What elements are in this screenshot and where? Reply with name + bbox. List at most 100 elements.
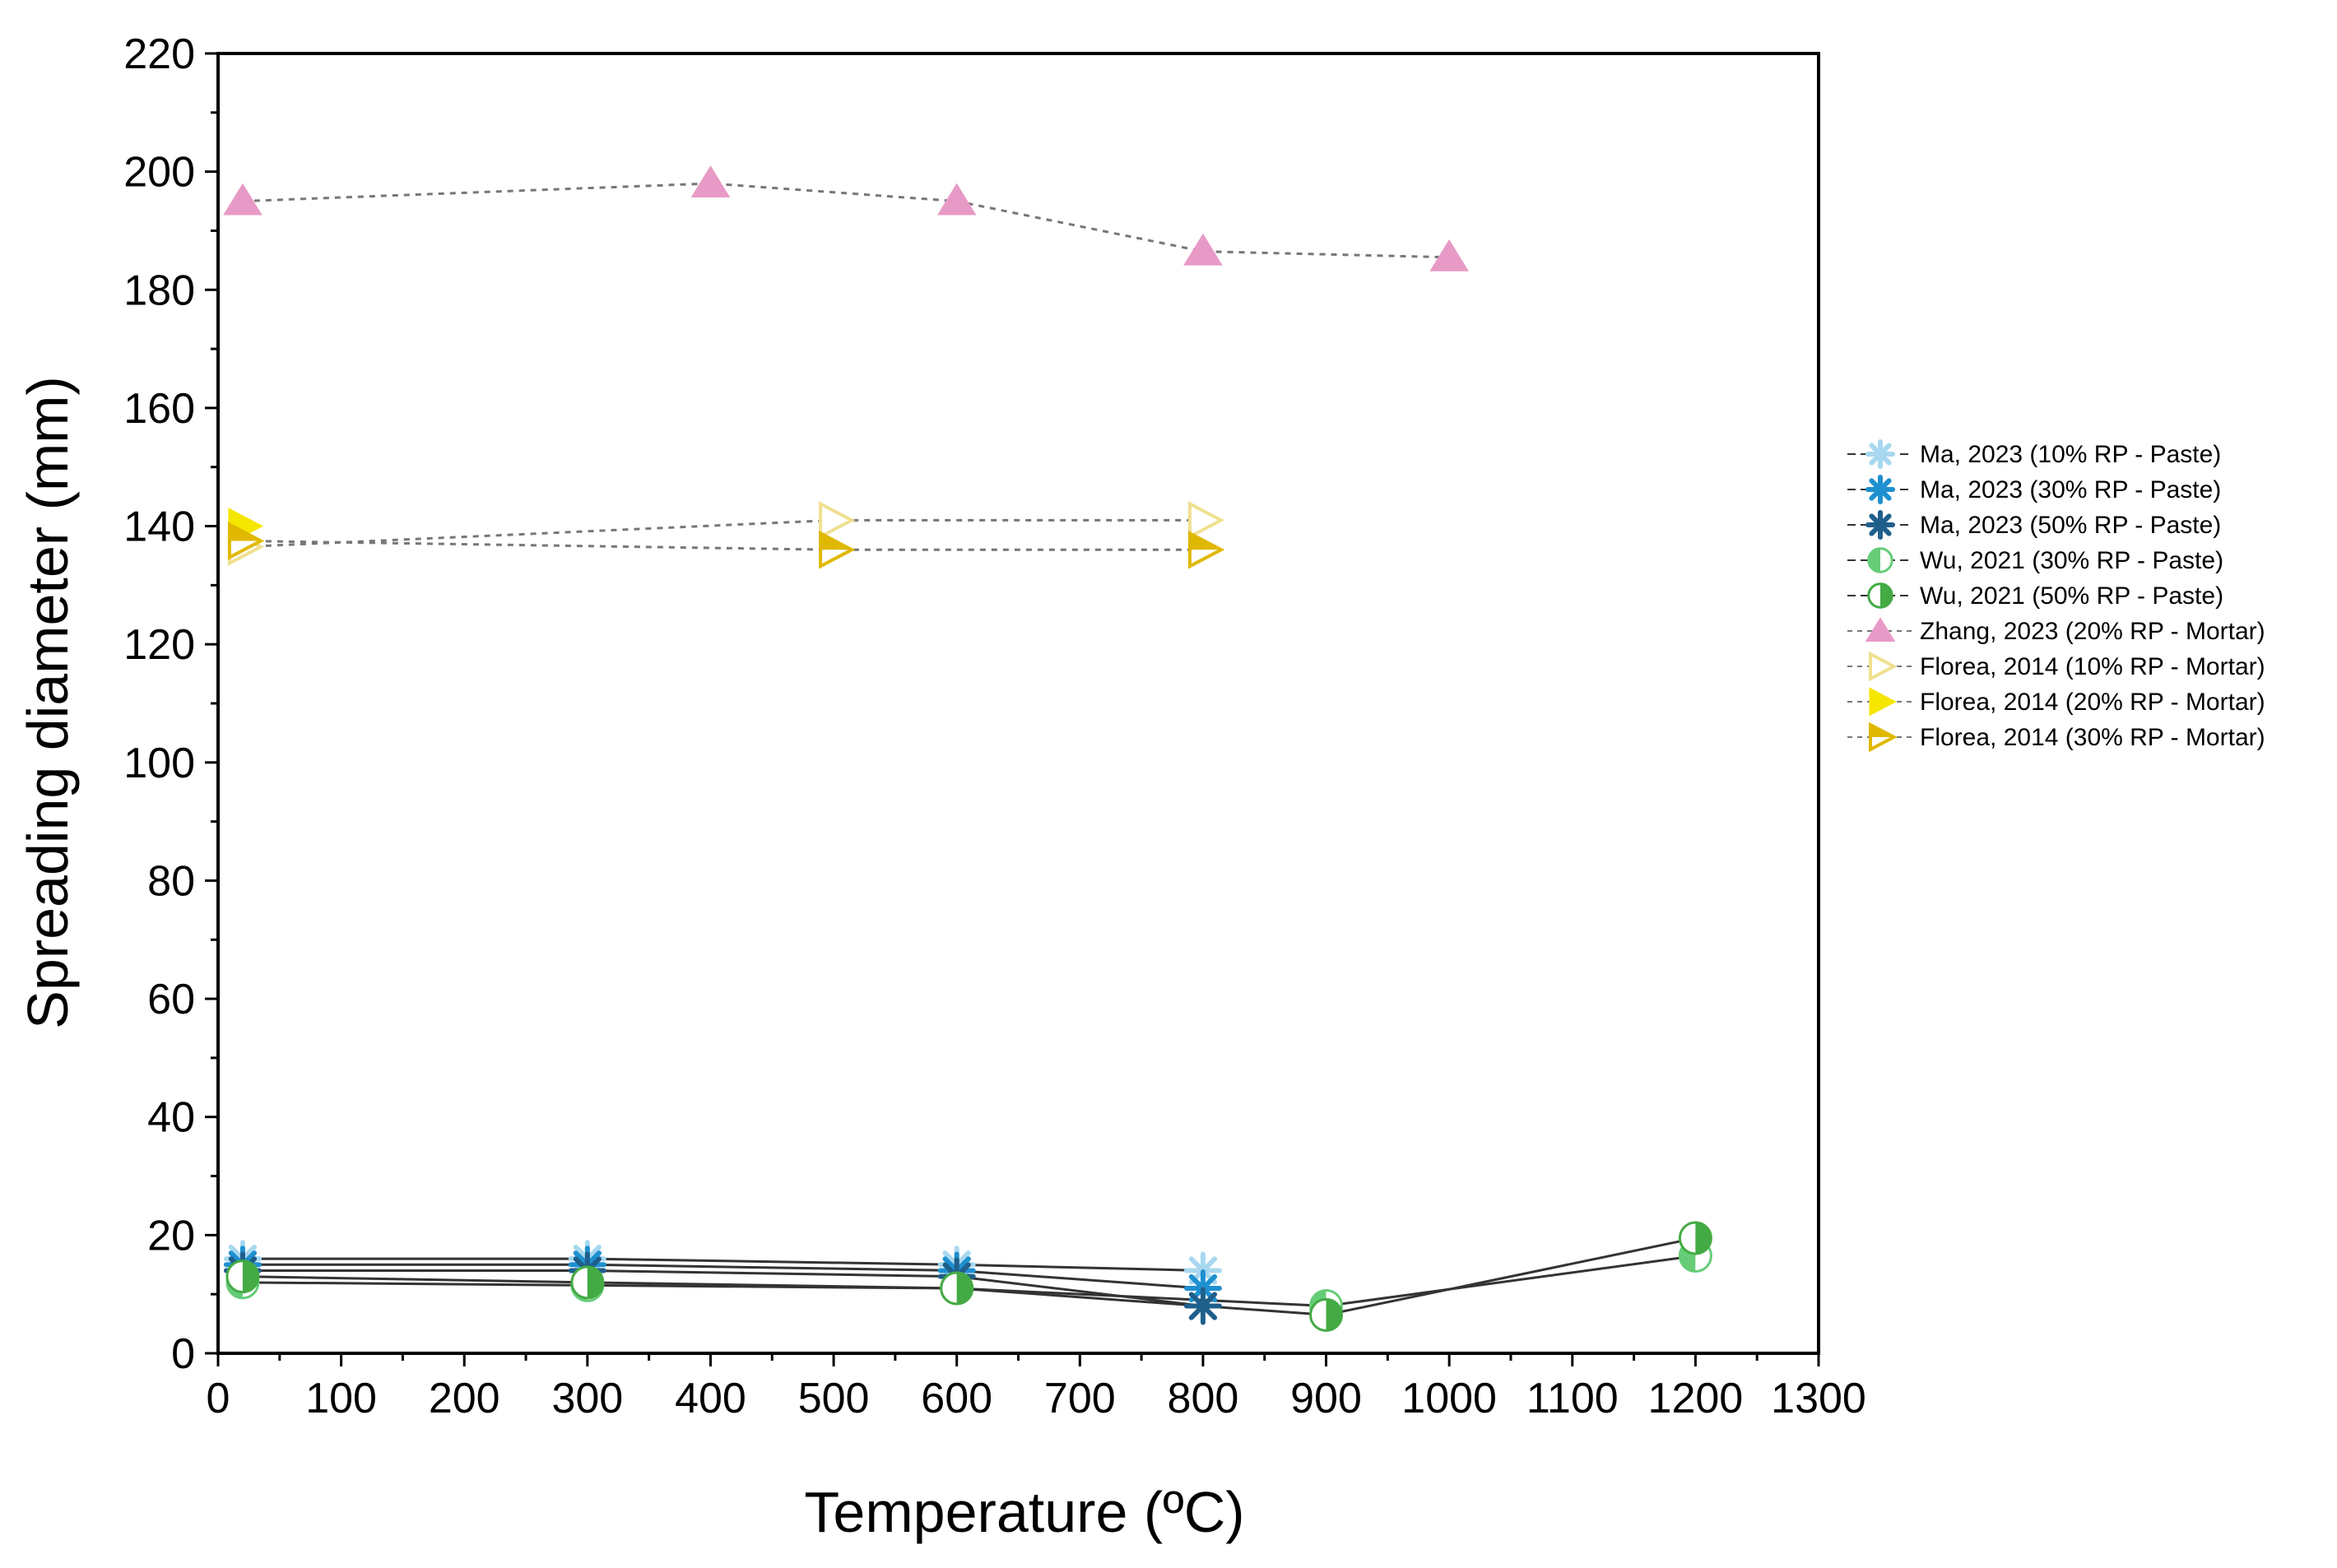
series-line <box>242 540 1203 551</box>
x-tick-label: 1200 <box>1648 1375 1744 1422</box>
data-point-ring <box>570 1265 605 1300</box>
y-tick-label: 60 <box>147 976 195 1023</box>
x-tick-label: 1300 <box>1771 1375 1866 1422</box>
y-tick-label: 140 <box>123 503 195 551</box>
data-point-outline <box>1187 530 1225 569</box>
y-tick-label: 180 <box>123 267 195 314</box>
x-tick-label: 500 <box>798 1375 870 1422</box>
data-point <box>1429 239 1469 271</box>
x-tick-label: 800 <box>1168 1375 1239 1422</box>
legend-marker <box>1865 510 1895 540</box>
legend-marker-ring <box>1867 547 1893 573</box>
y-tick-label: 120 <box>123 621 195 669</box>
series-line <box>242 1269 1204 1308</box>
data-point-right <box>956 1273 973 1304</box>
data-point <box>227 522 265 560</box>
data-point-left <box>941 1273 957 1304</box>
data-point <box>690 165 731 197</box>
data-point-left <box>1310 1299 1326 1331</box>
y-tick-label: 200 <box>123 149 195 197</box>
data-point <box>936 183 977 216</box>
legend-marker <box>1865 475 1895 504</box>
data-point <box>940 1271 974 1306</box>
y-tick-label: 20 <box>147 1212 195 1260</box>
data-point-left <box>1680 1222 1696 1254</box>
x-tick-label: 700 <box>1044 1375 1116 1422</box>
data-point-shape <box>819 501 856 540</box>
plot-frame <box>216 52 1820 1355</box>
legend-label: Wu, 2021 (30% RP - Paste) <box>1920 547 2223 574</box>
legend-item: Ma, 2023 (30% RP - Paste) <box>1847 475 2221 504</box>
data-point-ring <box>940 1271 974 1306</box>
x-tick-label: 0 <box>207 1375 230 1422</box>
legend-item: Wu, 2021 (30% RP - Paste) <box>1847 547 2223 574</box>
legend-marker <box>1867 547 1893 573</box>
legend-label: Ma, 2023 (10% RP - Paste) <box>1920 441 2221 468</box>
x-tick-label: 200 <box>429 1375 500 1422</box>
legend-marker <box>1867 582 1893 609</box>
data-point-shape <box>1183 233 1223 266</box>
series-line <box>242 1263 1204 1290</box>
y-tick-label: 80 <box>147 857 195 905</box>
legend-label: Ma, 2023 (50% RP - Paste) <box>1920 512 2221 539</box>
data-point-right <box>242 1260 258 1292</box>
data-point <box>225 1260 260 1294</box>
x-tick-label: 1000 <box>1401 1375 1497 1422</box>
y-tick-label: 40 <box>147 1094 195 1142</box>
legend-label: Florea, 2014 (30% RP - Mortar) <box>1920 724 2265 751</box>
legend-item: Florea, 2014 (10% RP - Mortar) <box>1847 651 2265 682</box>
plot-area: 0 100 200 300 400 500 600 700 800 900 1000 1100 1200… <box>123 30 1866 1422</box>
series-line <box>242 1257 1203 1272</box>
legend-marker-outline <box>1869 721 1898 753</box>
legend-marker-shape <box>1869 687 1897 717</box>
legend-item: Ma, 2023 (50% RP - Paste) <box>1847 510 2221 540</box>
data-point-left <box>226 1260 243 1292</box>
legend-marker <box>1869 687 1897 717</box>
legend-label: Wu, 2021 (50% RP - Paste) <box>1920 582 2223 610</box>
legend-label: Florea, 2014 (20% RP - Mortar) <box>1920 689 2265 716</box>
legend-marker-ring <box>1867 582 1893 609</box>
data-point <box>1309 1297 1344 1332</box>
data-point-shape <box>1187 501 1225 540</box>
legend-label: Ma, 2023 (30% RP - Paste) <box>1920 476 2221 503</box>
data-point <box>819 501 856 540</box>
data-point-ring <box>1309 1297 1344 1332</box>
data-point <box>1183 1287 1222 1325</box>
x-tick-label: 600 <box>921 1375 992 1422</box>
data-point-ring <box>225 1260 260 1294</box>
data-point <box>1187 530 1225 569</box>
data-point <box>223 183 263 216</box>
data-point-outline <box>227 522 265 560</box>
y-axis-title: Spreading diameter (mm) <box>16 376 80 1029</box>
x-tick-label: 300 <box>551 1375 623 1422</box>
y-tick-label: 100 <box>123 740 195 787</box>
data-point-ring <box>1678 1221 1712 1255</box>
data-point-right <box>1326 1299 1342 1331</box>
legend-label: Zhang, 2023 (20% RP - Mortar) <box>1920 618 2265 645</box>
y-tick-label: 160 <box>123 385 195 433</box>
legend-item: Ma, 2023 (10% RP - Paste) <box>1847 439 2221 469</box>
series-line <box>242 518 1203 549</box>
legend-item: Zhang, 2023 (20% RP - Mortar) <box>1847 617 2265 645</box>
data-point-shape <box>690 165 731 197</box>
data-point-outline <box>819 530 856 569</box>
data-point-shape <box>223 183 263 216</box>
data-point-right <box>587 1266 603 1298</box>
data-point <box>1187 501 1225 540</box>
data-point-left <box>571 1266 588 1298</box>
legend-marker-stroke <box>1869 513 1892 536</box>
data-point-stroke <box>1188 1292 1218 1320</box>
series-line <box>242 182 1450 259</box>
legend-marker-shape <box>1865 617 1896 642</box>
y-tick-label: 0 <box>171 1330 195 1378</box>
legend-label: Florea, 2014 (10% RP - Mortar) <box>1920 653 2265 680</box>
legend-marker-shape <box>1869 651 1898 682</box>
x-tick-label: 900 <box>1290 1375 1362 1422</box>
legend-marker-stroke <box>1869 443 1892 466</box>
y-tick-label: 220 <box>123 30 195 78</box>
legend-marker <box>1865 617 1896 642</box>
legend-marker-stroke <box>1869 478 1892 501</box>
legend-item: Florea, 2014 (30% RP - Mortar) <box>1847 721 2265 753</box>
legend: Ma, 2023 (10% RP - Paste) Ma, 2023 (30% R… <box>1847 439 2265 753</box>
